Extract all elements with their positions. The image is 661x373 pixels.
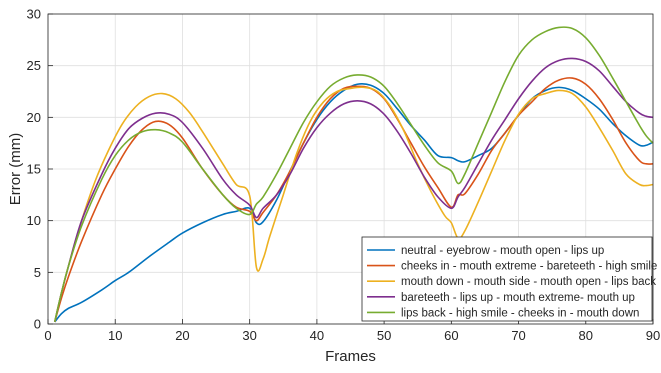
legend: neutral - eyebrow - mouth open - lips up… xyxy=(361,236,657,322)
legend-label-3: mouth down - mouth side - mouth open - l… xyxy=(401,276,656,288)
x-axis-label: Frames xyxy=(325,348,376,365)
series-line-3 xyxy=(53,86,654,323)
x-tick-label: 0 xyxy=(44,328,51,343)
x-tick-label: 90 xyxy=(646,328,660,343)
y-tick-label: 20 xyxy=(27,110,41,125)
x-tick-label: 10 xyxy=(108,328,122,343)
x-tick-label: 40 xyxy=(310,328,324,343)
x-tick-label: 80 xyxy=(579,328,593,343)
axis-ticks: 0 10 20 30 40 50 60 70 80 90 0 5 10 15 20 25 30 xyxy=(27,7,661,344)
y-tick-label: 25 xyxy=(27,58,41,73)
x-tick-label: 60 xyxy=(444,328,458,343)
y-tick-label: 5 xyxy=(34,265,41,280)
y-tick-label: 15 xyxy=(27,162,41,177)
x-tick-label: 70 xyxy=(511,328,525,343)
legend-label-2: cheeks in - mouth extreme - bareteeth - … xyxy=(401,261,657,273)
x-tick-label: 20 xyxy=(175,328,189,343)
y-tick-label: 30 xyxy=(27,7,41,22)
legend-box xyxy=(361,236,653,322)
y-tick-label: 10 xyxy=(27,213,41,228)
series-line-4 xyxy=(53,57,654,323)
legend-label-5: lips back - high smile - cheeks in - mou… xyxy=(401,307,639,319)
x-tick-label: 50 xyxy=(377,328,391,343)
y-tick-label: 0 xyxy=(34,317,41,332)
y-axis-label: Error (mm) xyxy=(7,133,24,205)
series-line-5 xyxy=(53,26,654,323)
legend-label-1: neutral - eyebrow - mouth open - lips up xyxy=(401,245,604,257)
x-tick-label: 30 xyxy=(242,328,256,343)
series-line-1 xyxy=(54,83,654,323)
series-lines xyxy=(53,26,654,323)
legend-label-4: bareteeth - lips up - mouth extreme- mou… xyxy=(401,292,635,304)
